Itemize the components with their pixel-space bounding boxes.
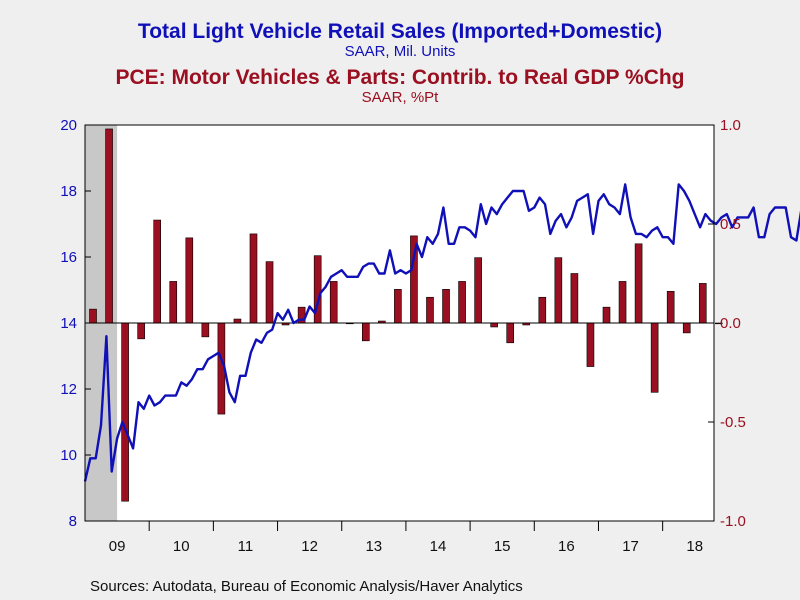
bar-2011Q4	[265, 261, 274, 324]
bar-2011Q3	[249, 233, 258, 324]
x-tick-label: 11	[238, 538, 254, 555]
bar-2017Q3	[634, 243, 643, 324]
x-tick-label: 16	[558, 538, 575, 555]
right-tick-label: 0.5	[720, 216, 741, 233]
x-tick-label: 17	[622, 538, 639, 555]
bar-2016Q1	[538, 296, 547, 324]
left-tick-label: 12	[60, 381, 77, 398]
left-tick-label: 16	[60, 249, 77, 266]
x-tick-label: 10	[173, 538, 190, 555]
bar-2018Q2	[682, 322, 691, 334]
bar-2010Q1	[153, 219, 162, 324]
bar-2016Q4	[586, 322, 595, 367]
bar-2011Q2	[233, 318, 242, 324]
bar-2016Q2	[554, 257, 563, 324]
bar-2009Q4	[137, 322, 145, 340]
x-tick-label: 14	[430, 538, 447, 555]
left-tick-label: 20	[60, 117, 77, 134]
bar-2018Q4	[715, 322, 723, 325]
bar-2015Q2	[490, 322, 498, 328]
bar-series-subtitle: SAAR, %Pt	[361, 89, 439, 106]
right-tick-label: -1.0	[720, 513, 746, 530]
bar-2017Q2	[618, 281, 627, 324]
left-tick-label: 18	[60, 183, 77, 200]
bar-2010Q3	[185, 237, 194, 324]
right-tick-label: 1.0	[720, 117, 741, 134]
bar-2014Q3	[442, 289, 450, 324]
bar-2009Q2	[105, 128, 113, 324]
x-tick-label: 13	[365, 538, 382, 555]
right-tick-label: 0.0	[720, 315, 741, 332]
bar-2014Q2	[426, 296, 434, 324]
x-tick-label: 18	[686, 538, 703, 555]
bar-2010Q2	[169, 281, 178, 324]
bar-2015Q1	[474, 257, 482, 324]
bar-2013Q2	[362, 322, 370, 342]
bar-2014Q4	[458, 281, 466, 324]
right-tick-label: -0.5	[720, 414, 746, 431]
x-tick-label: 12	[301, 538, 318, 555]
bar-2017Q1	[602, 306, 611, 324]
left-tick-label: 8	[69, 513, 77, 530]
source-note: Sources: Autodata, Bureau of Economic An…	[90, 578, 523, 595]
left-tick-label: 14	[60, 315, 77, 332]
bar-2009Q1	[89, 308, 97, 324]
bar-2017Q4	[650, 322, 659, 393]
line-series-subtitle: SAAR, Mil. Units	[344, 43, 456, 60]
bar-2015Q3	[506, 322, 515, 344]
bar-2016Q3	[570, 273, 579, 324]
left-tick-label: 10	[60, 447, 77, 464]
bar-2018Q1	[666, 291, 675, 324]
retail-sales-line	[83, 183, 800, 482]
bar-2013Q4	[394, 289, 402, 324]
bar-2010Q4	[201, 322, 210, 338]
bar-series-title: PCE: Motor Vehicles & Parts: Contrib. to…	[115, 66, 685, 89]
x-tick-label: 09	[109, 538, 126, 555]
x-tick-label: 15	[494, 538, 511, 555]
bar-2018Q3	[698, 283, 707, 324]
line-series-title: Total Light Vehicle Retail Sales (Import…	[137, 20, 663, 43]
bar-2009Q3	[121, 322, 129, 502]
bar-2012Q4	[329, 281, 338, 324]
